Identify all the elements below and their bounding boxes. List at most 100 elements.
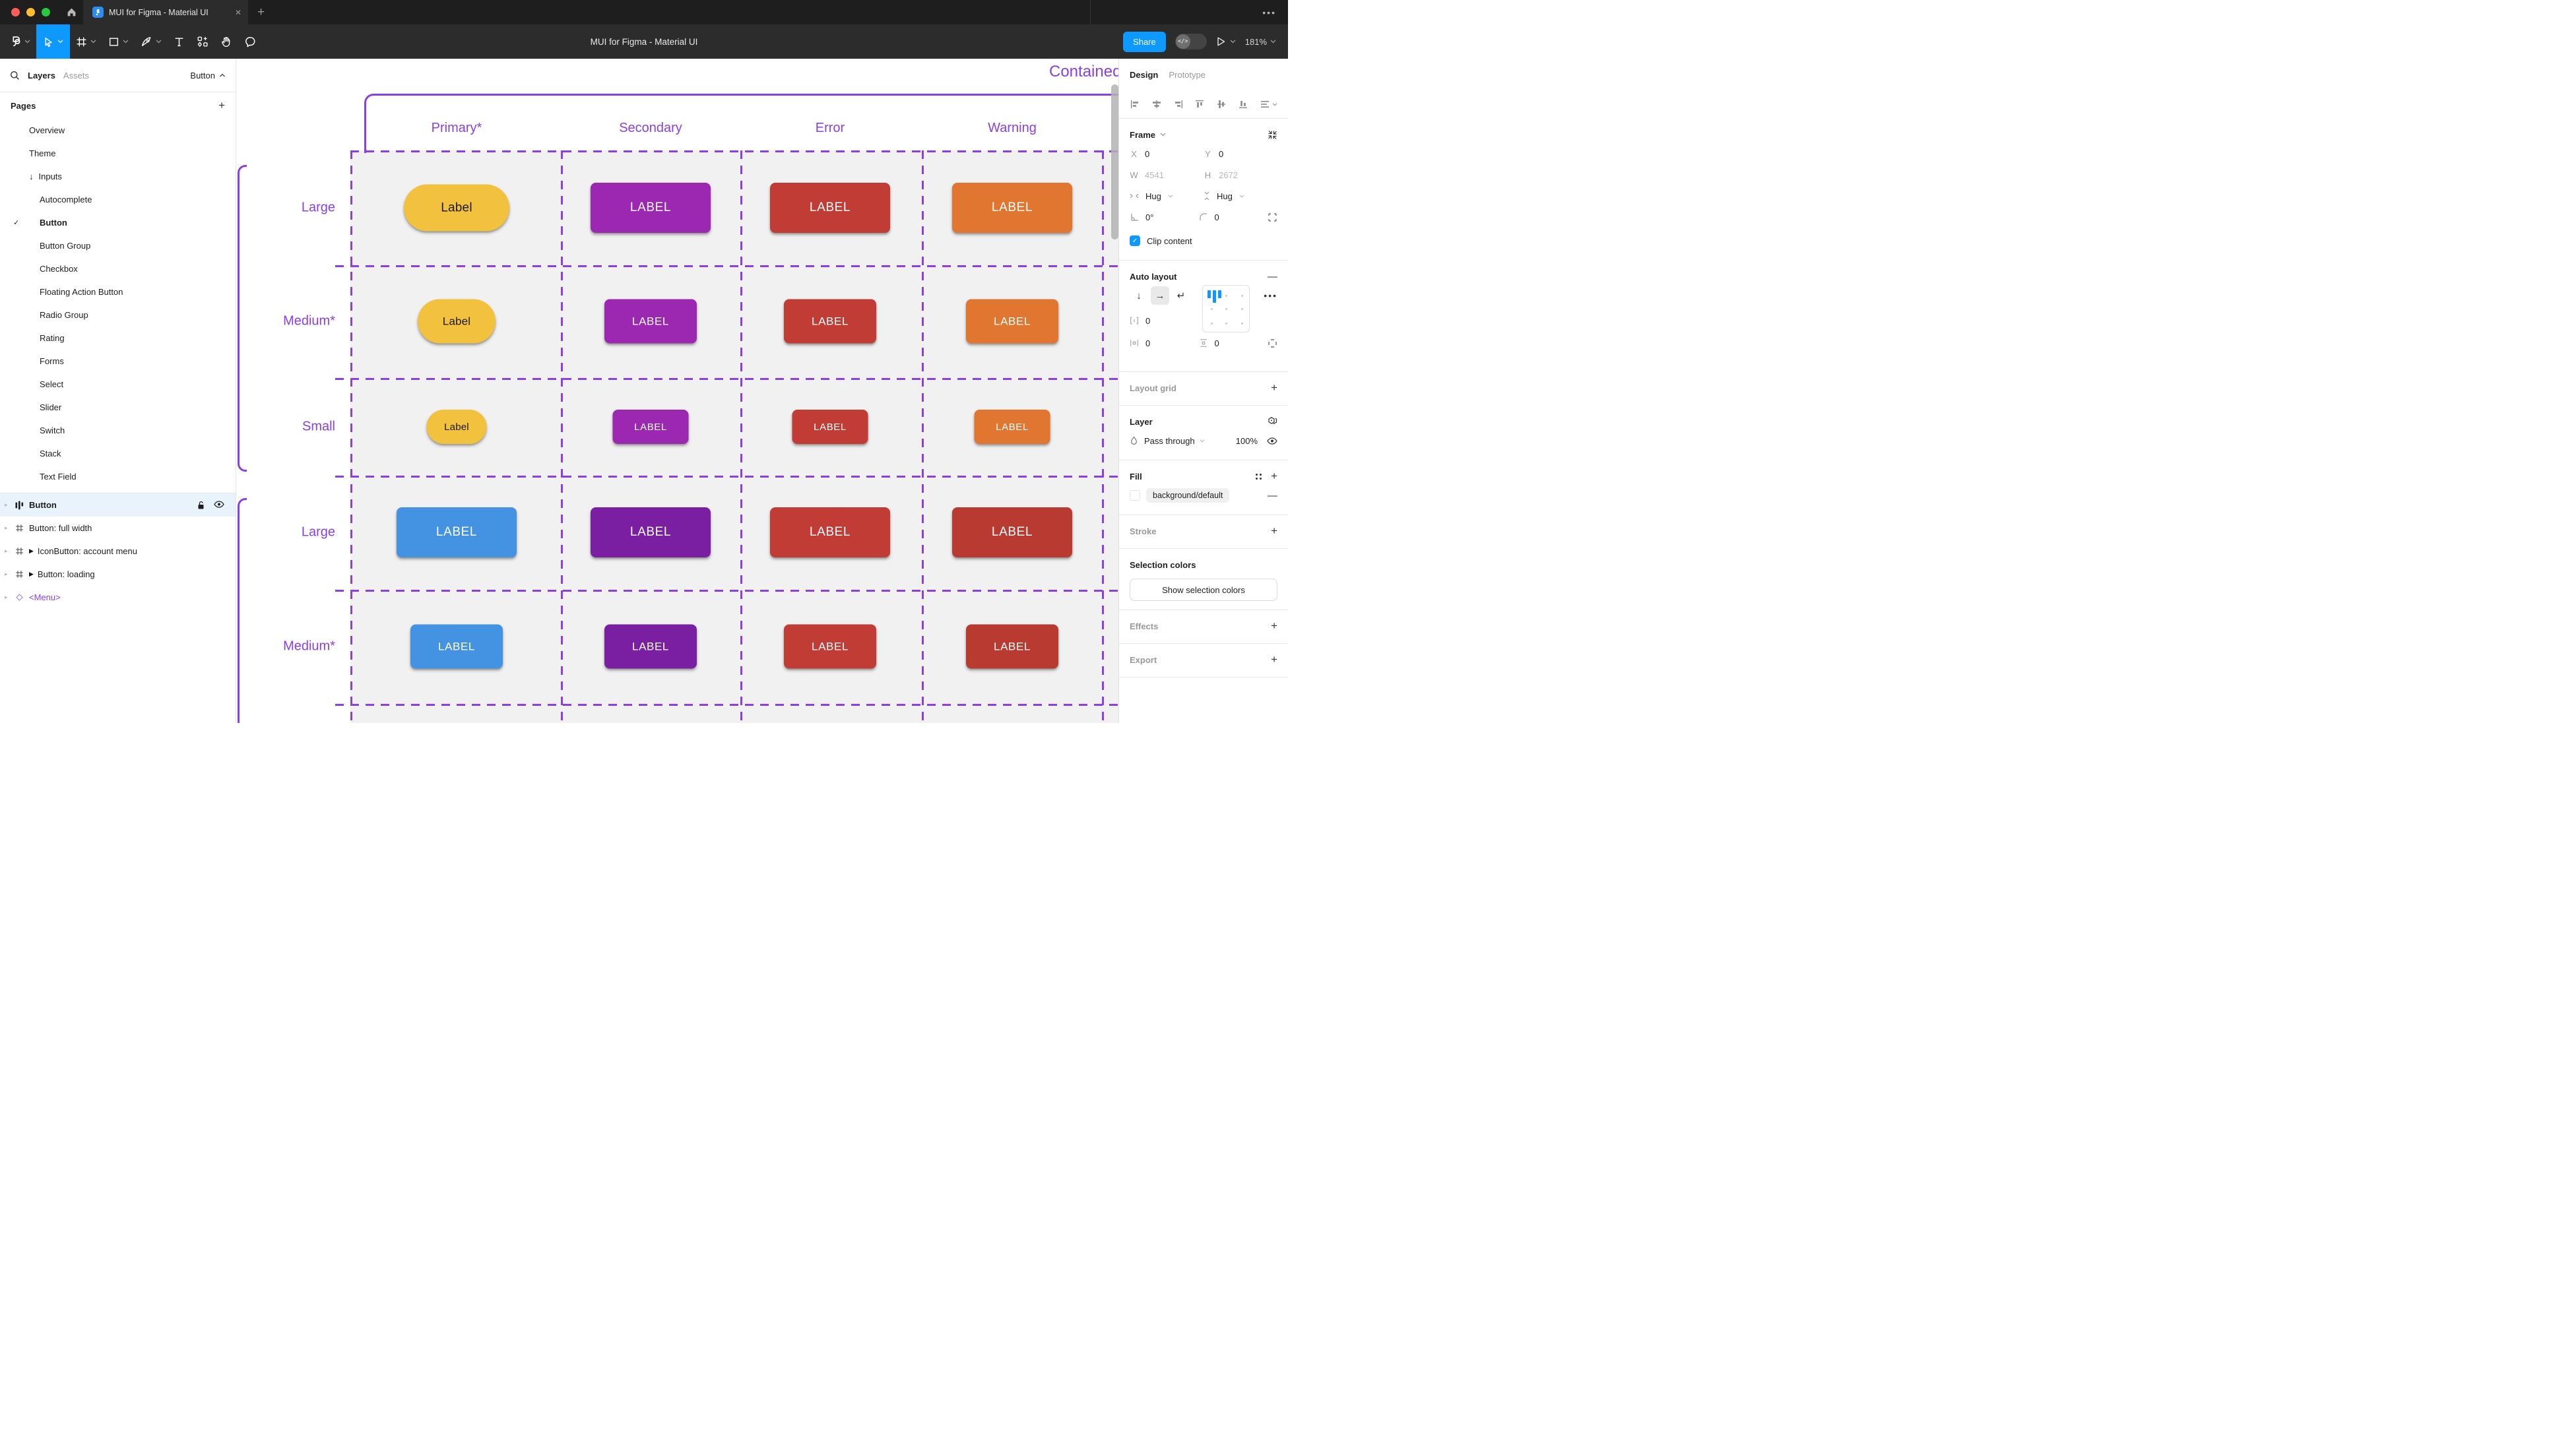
align-bottom-icon[interactable] [1238, 99, 1248, 110]
hand-tool[interactable] [214, 24, 238, 59]
page-item-radio-group[interactable]: Radio Group [0, 303, 236, 327]
add-layout-grid-button[interactable]: + [1271, 381, 1277, 394]
canvas-button-medium-warning[interactable]: LABEL [966, 299, 1058, 344]
align-right-icon[interactable] [1173, 99, 1184, 110]
page-item-autocomplete[interactable]: Autocomplete [0, 188, 236, 211]
page-item-switch[interactable]: Switch [0, 419, 236, 442]
gap-field[interactable]: 0 [1130, 316, 1204, 326]
column-header-warning[interactable]: Warning [988, 121, 1037, 135]
window-more-icon[interactable]: ••• [1262, 7, 1276, 18]
pen-tool[interactable] [135, 24, 168, 59]
add-stroke-button[interactable]: + [1271, 524, 1277, 537]
individual-padding-icon[interactable] [1268, 338, 1277, 348]
show-selection-colors-button[interactable]: Show selection colors [1130, 579, 1277, 601]
minimize-window-button[interactable] [26, 8, 35, 16]
page-item-button-group[interactable]: Button Group [0, 234, 236, 257]
page-item-checkbox[interactable]: Checkbox [0, 257, 236, 280]
canvas-button-large-warning[interactable]: LABEL [952, 507, 1072, 557]
canvas-button-medium-warning[interactable]: LABEL [966, 624, 1058, 669]
page-item-stack[interactable]: Stack [0, 442, 236, 465]
collapse-icon[interactable] [1268, 130, 1277, 140]
text-tool[interactable] [168, 24, 191, 59]
tab-prototype[interactable]: Prototype [1169, 69, 1206, 80]
clip-content-checkbox[interactable]: ✓ [1130, 236, 1140, 246]
canvas-button-medium-primary[interactable]: LABEL [410, 624, 503, 669]
canvas-button-small-warning[interactable]: LABEL [974, 410, 1050, 444]
canvas-button-large-error[interactable]: LABEL [770, 183, 890, 233]
alignment-widget[interactable] [1202, 285, 1250, 332]
shape-tool[interactable] [102, 24, 135, 59]
blend-mode-icon[interactable] [1267, 416, 1277, 427]
unlock-icon[interactable] [197, 501, 205, 510]
column-header-secondary[interactable]: Secondary [619, 121, 682, 135]
canvas-button-large-error[interactable]: LABEL [770, 507, 890, 557]
canvas-scrollbar[interactable] [1111, 84, 1118, 239]
canvas-button-small-error[interactable]: LABEL [792, 410, 868, 444]
page-item-slider[interactable]: Slider [0, 396, 236, 419]
horizontal-sizing-dropdown[interactable]: Hug [1130, 191, 1204, 201]
page-item-button[interactable]: ✓ Button [0, 211, 236, 234]
canvas-button-medium-error[interactable]: LABEL [784, 624, 876, 669]
disclosure-triangle-icon[interactable]: ▸ [5, 571, 8, 577]
corner-radius-field[interactable]: 0 [1199, 212, 1268, 222]
direction-vertical-button[interactable]: ↓ [1136, 290, 1142, 301]
page-item-rating[interactable]: Rating [0, 327, 236, 350]
frame-section-title[interactable]: Frame [1130, 129, 1156, 140]
page-item-overview[interactable]: Overview [0, 119, 236, 142]
row-label-large[interactable]: Large [301, 200, 335, 215]
align-left-icon[interactable] [1130, 99, 1140, 110]
column-header-primary[interactable]: Primary* [431, 121, 482, 135]
canvas-button-large-warning[interactable]: LABEL [952, 183, 1072, 233]
tab-layers[interactable]: Layers [28, 70, 55, 80]
rotation-field[interactable]: 0° [1130, 212, 1199, 222]
align-horizontal-center-icon[interactable] [1151, 99, 1162, 110]
chevron-down-icon[interactable] [1160, 133, 1166, 137]
page-jump-dropdown[interactable]: Button [190, 71, 226, 80]
canvas-button-medium-secondary[interactable]: LABEL [604, 299, 697, 344]
direction-wrap-button[interactable]: ↵ [1176, 290, 1186, 301]
row-label-medium[interactable]: Medium* [283, 313, 335, 329]
canvas-button-large-secondary[interactable]: LABEL [591, 183, 711, 233]
opacity-field[interactable]: 100% [1235, 435, 1258, 446]
add-export-button[interactable]: + [1271, 653, 1277, 666]
blend-mode-dropdown[interactable]: Pass through [1144, 436, 1205, 446]
page-item-forms[interactable]: Forms [0, 350, 236, 373]
canvas-button-medium-secondary[interactable]: LABEL [604, 624, 697, 669]
search-icon[interactable] [10, 71, 20, 80]
remove-auto-layout-button[interactable]: — [1268, 270, 1277, 282]
zoom-control[interactable]: 181% [1245, 37, 1276, 47]
tab-assets[interactable]: Assets [63, 70, 89, 80]
page-item-floating-action-button[interactable]: Floating Action Button [0, 280, 236, 303]
independent-corners-icon[interactable] [1268, 212, 1277, 222]
canvas-button-large-primary[interactable]: Label [404, 184, 509, 232]
add-effect-button[interactable]: + [1271, 619, 1277, 632]
layer-item--menu-[interactable]: ▸ <Menu> [0, 586, 236, 609]
auto-layout-more-icon[interactable]: ••• [1264, 290, 1277, 301]
canvas-button-medium-error[interactable]: LABEL [784, 299, 876, 344]
canvas[interactable]: Contained Primary* Secondary Error Warning … [236, 59, 1118, 723]
horizontal-padding-field[interactable]: 0 [1130, 338, 1199, 348]
layer-item-button[interactable]: ▸ Button [0, 493, 236, 517]
close-window-button[interactable] [11, 8, 20, 16]
visibility-eye-icon[interactable] [214, 500, 224, 508]
styles-icon[interactable] [1254, 472, 1263, 481]
disclosure-triangle-icon[interactable]: ▸ [5, 524, 8, 531]
main-menu-button[interactable] [0, 24, 36, 59]
dev-mode-toggle[interactable]: </> [1175, 34, 1207, 49]
file-tab[interactable]: MUI for Figma - Material UI ✕ [83, 0, 248, 24]
resources-tool[interactable] [191, 24, 214, 59]
layer-item-iconbutton-account-menu[interactable]: ▸ ▶ IconButton: account menu [0, 540, 236, 563]
height-field[interactable]: H 2672 [1204, 170, 1238, 180]
share-button[interactable]: Share [1123, 31, 1166, 52]
fill-token[interactable]: background/default [1146, 488, 1230, 503]
column-header-error[interactable]: Error [815, 121, 845, 135]
maximize-window-button[interactable] [42, 8, 50, 16]
row-label-small[interactable]: Small [302, 419, 335, 434]
page-item-theme[interactable]: Theme [0, 142, 236, 165]
fill-color-swatch[interactable] [1130, 490, 1140, 501]
tab-design[interactable]: Design [1130, 69, 1159, 80]
add-page-button[interactable]: + [218, 99, 225, 111]
tab-close-icon[interactable]: ✕ [234, 7, 242, 17]
vertical-padding-field[interactable]: 0 [1199, 338, 1268, 348]
